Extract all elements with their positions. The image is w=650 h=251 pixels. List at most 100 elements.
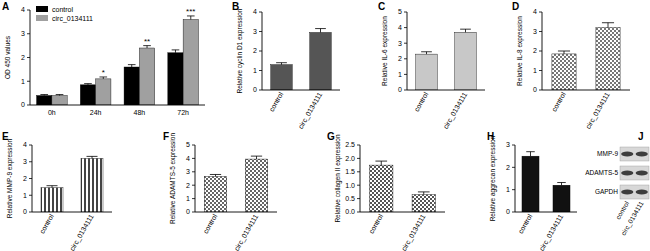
panel: GRelative collagen II expression0.00.51.… <box>327 131 445 251</box>
tick-label: 1 <box>253 67 257 74</box>
error-bar <box>418 192 430 195</box>
tick-label: 0 <box>506 208 510 215</box>
error-cap <box>421 51 432 52</box>
tick-label: 2 <box>186 182 190 189</box>
tick-label: 1 <box>21 78 25 85</box>
axis-label: OD 450 values <box>4 35 11 79</box>
category-label: control <box>413 91 430 113</box>
tick-label: 5 <box>186 141 190 148</box>
tick-label: 4 <box>21 6 25 13</box>
panel-letter: D <box>512 1 519 12</box>
tick-label: 2.5 <box>345 141 355 148</box>
bar <box>412 195 435 212</box>
error-cap <box>602 22 614 23</box>
error-bar <box>460 29 471 32</box>
error-bar <box>40 94 48 96</box>
category-label: circ_0134111 <box>233 213 260 251</box>
y-axis <box>195 145 196 212</box>
error-stem <box>256 156 257 159</box>
error-cap <box>172 49 180 50</box>
blot-band <box>621 151 633 156</box>
error-stem <box>381 161 382 165</box>
y-axis <box>515 145 516 212</box>
tick-label: 2 <box>253 47 257 54</box>
category-label: circ_0134111 <box>442 91 469 131</box>
tick-label: 1 <box>186 195 190 202</box>
bar <box>183 20 198 106</box>
category-label: 72h <box>177 109 189 116</box>
category-label: 24h <box>90 109 102 116</box>
panel-letter: A <box>2 1 9 12</box>
tick-label: 1 <box>398 71 402 78</box>
category-label: control <box>38 213 55 235</box>
y-axis <box>360 145 361 212</box>
bar <box>41 188 63 212</box>
tick-label: 0 <box>533 86 537 93</box>
blot-row-label: GAPDH <box>595 188 618 195</box>
bar <box>553 185 570 212</box>
marks <box>271 29 331 90</box>
bar <box>552 54 576 90</box>
legend-label: control <box>52 6 73 13</box>
x-axis <box>262 90 340 91</box>
tick-label: 4 <box>253 8 257 15</box>
category-label: circ_0134111 <box>584 91 611 131</box>
error-cap <box>251 156 262 157</box>
category-label: circ_0134111 <box>297 91 324 131</box>
panel-letter: C <box>378 1 385 12</box>
error-bar <box>56 94 64 96</box>
axis-label: Relative collagen II expression <box>334 134 342 223</box>
x-axis <box>32 212 112 213</box>
bar <box>80 85 95 105</box>
category-label: control <box>268 91 285 113</box>
tick-label: 0 <box>253 86 257 93</box>
axis-label: Relative aggrecan expression <box>489 135 497 221</box>
category-label: circ_0134111 <box>538 213 565 251</box>
error-cap <box>40 94 48 95</box>
error-stem <box>320 29 321 33</box>
tick-label: 0 <box>21 101 25 108</box>
blot-row-label: MMP-9 <box>597 150 618 157</box>
category-label: control <box>202 213 219 235</box>
tick-label: 3 <box>23 158 27 165</box>
error-stem <box>564 51 565 54</box>
blot-band <box>621 189 633 194</box>
legend-swatch <box>36 6 48 12</box>
error-stem <box>190 16 191 20</box>
tick-label: 2 <box>533 47 537 54</box>
x-axis <box>30 105 205 106</box>
tick-label: 0 <box>186 208 190 215</box>
error-bar <box>172 50 180 53</box>
error-bar <box>210 174 221 176</box>
blot-strip <box>620 166 649 180</box>
error-cap <box>128 64 136 65</box>
error-cap <box>56 94 64 95</box>
x-axis <box>195 212 277 213</box>
panel: ERelative MMP-9 expression01234controlci… <box>2 131 112 251</box>
tick-label: 2 <box>21 54 25 61</box>
marks <box>37 16 199 105</box>
error-stem <box>175 50 176 53</box>
tick-label: 2 <box>506 164 510 171</box>
panel: FRelative ADAMTS-5 expression012345contr… <box>163 131 277 251</box>
tick-label: 1 <box>506 186 510 193</box>
panel: BRelative cyclin D1 expression01234contr… <box>232 1 340 131</box>
bar <box>124 67 139 105</box>
error-bar <box>87 156 98 158</box>
bar <box>52 96 67 106</box>
legend: controlcirc_0134111 <box>36 6 93 23</box>
axis-label: Relative MMP-9 expression <box>6 138 14 218</box>
bar <box>37 96 52 106</box>
error-bar <box>84 84 92 85</box>
error-cap <box>84 83 92 84</box>
x-axis <box>542 90 630 91</box>
tick-label: 4 <box>398 24 402 31</box>
tick-label: 1 <box>23 192 27 199</box>
error-bar <box>276 63 287 65</box>
error-bar <box>187 16 195 20</box>
panel-letter: J <box>638 131 644 142</box>
y-axis <box>407 12 408 90</box>
error-cap <box>460 29 471 30</box>
category-label: control <box>517 213 534 235</box>
annotation: ** <box>144 37 150 46</box>
